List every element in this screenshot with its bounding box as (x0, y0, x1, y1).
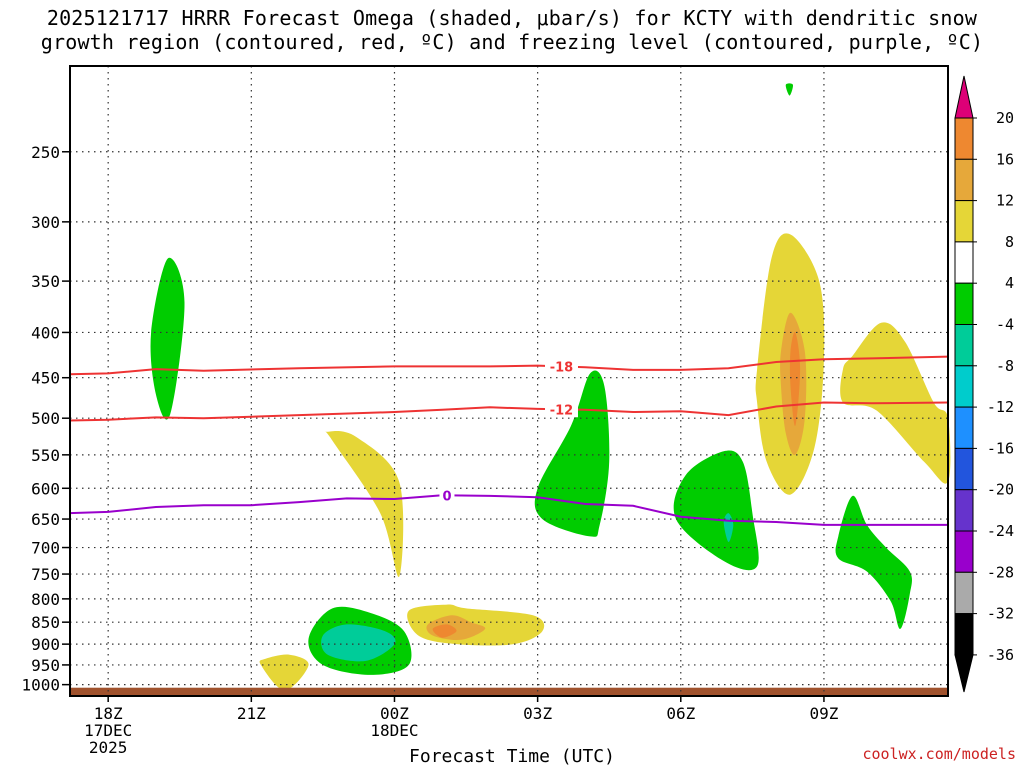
isotherm-zero-label-bg (439, 487, 455, 504)
colorbar-bin (954, 447, 974, 491)
x-tick-label: 09Z (809, 704, 838, 723)
grid-lines (70, 66, 948, 696)
colorbar-label: 8 (1005, 233, 1014, 251)
colorbar-bin (954, 571, 974, 615)
rising-omega-region (835, 495, 912, 629)
colorbar-bin (954, 406, 974, 449)
colorbar-bin (954, 489, 974, 532)
y-tick-label: 950 (31, 656, 60, 675)
y-tick-label: 550 (31, 446, 60, 465)
colorbar: 20 16 12 8 4 -4 -8 -12 -16 -20 -24 -28 -32 -36 (954, 75, 1014, 693)
sinking-omega-region (789, 331, 801, 426)
colorbar-label: -8 (996, 357, 1014, 375)
sinking-omega-region (432, 624, 457, 638)
isotherm-zero-label: 0 (442, 489, 451, 504)
colorbar-label: -36 (987, 646, 1014, 664)
colorbar-label: -20 (987, 481, 1014, 499)
sinking-omega-region (325, 430, 404, 578)
colorbar-label: 12 (996, 192, 1014, 210)
x-tick-label: 18Z (94, 704, 123, 723)
colorbar-label: -24 (987, 522, 1014, 540)
y-tick-label: 600 (31, 479, 60, 498)
chart-title-line-2: growth region (contoured, red, ºC) and f… (40, 30, 984, 54)
rising-omega-region (534, 370, 610, 537)
rising-omega-region (321, 624, 396, 662)
colorbar-label: 16 (996, 150, 1014, 168)
colorbar-bin (954, 200, 974, 243)
y-tick-label: 300 (31, 213, 60, 232)
credit-link[interactable]: coolwx.com/models (862, 745, 1016, 763)
rising-omega-region (150, 257, 185, 420)
ground-strip (70, 687, 948, 696)
rising-omega-region (673, 450, 759, 571)
colorbar-label: -4 (996, 316, 1014, 334)
y-tick-label: 1000 (21, 676, 60, 695)
colorbar-label: 20 (996, 109, 1014, 127)
colorbar-label: 4 (1005, 274, 1014, 292)
colorbar-bin (954, 613, 974, 656)
x-tick-label: 00Z (380, 704, 409, 723)
x-tick-sublabel: 18DEC (370, 721, 418, 740)
y-tick-label: 350 (31, 272, 60, 291)
x-tick-label: 03Z (523, 704, 552, 723)
colorbar-bin (954, 158, 974, 202)
colorbar-bottom-arrow (954, 654, 974, 693)
x-tick-label: 06Z (666, 704, 695, 723)
rising-omega-region (785, 83, 794, 96)
plot-frame (69, 65, 949, 697)
y-tick-label: 500 (31, 409, 60, 428)
x-tick-sublabel: 2025 (89, 738, 128, 757)
isotherm-minus-12-line (69, 401, 949, 422)
colorbar-bin (954, 324, 974, 367)
colorbar-bin (954, 282, 974, 326)
colorbar-bin (954, 365, 974, 408)
x-tick-sublabel: 17DEC (84, 721, 132, 740)
colorbar-label: -12 (987, 398, 1014, 416)
y-tick-label: 250 (31, 143, 60, 162)
isotherm-zero-line (69, 494, 948, 526)
colorbar-top-arrow (954, 75, 974, 119)
y-tick-label: 900 (31, 635, 60, 654)
y-tick-label: 800 (31, 590, 60, 609)
colorbar-bin (954, 530, 974, 573)
sinking-omega-region (259, 654, 309, 691)
chart-title-line-1: 2025121717 HRRR Forecast Omega (shaded, … (46, 6, 978, 30)
isotherm-minus-12-label: -12 (550, 403, 574, 418)
colorbar-bin (954, 117, 974, 160)
ground-layer (70, 687, 948, 696)
x-axis-title: Forecast Time (UTC) (409, 746, 615, 767)
colorbar-label: -28 (987, 563, 1014, 581)
y-tick-label: 450 (31, 369, 60, 388)
y-tick-label: 700 (31, 539, 60, 558)
x-tick-label: 21Z (237, 704, 266, 723)
isotherm-minus-18-label: -18 (550, 360, 574, 375)
isotherm-minus-12-label-bg (544, 401, 578, 418)
colorbar-bin (954, 241, 974, 284)
chart-title: 2025121717 HRRR Forecast Omega (shaded, … (0, 6, 1024, 54)
temperature-contours: -18 -12 0 (69, 355, 949, 526)
isotherm-minus-18-label-bg (544, 358, 578, 375)
y-axis: 250 300 350 400 450 500 550 600 650 700 750 800 850 9… (21, 143, 70, 695)
colorbar-label: -16 (987, 439, 1014, 457)
y-tick-label: 650 (31, 510, 60, 529)
y-tick-label: 850 (31, 613, 60, 632)
y-tick-label: 750 (31, 565, 60, 584)
y-tick-label: 400 (31, 323, 60, 342)
colorbar-label: -32 (987, 605, 1014, 623)
